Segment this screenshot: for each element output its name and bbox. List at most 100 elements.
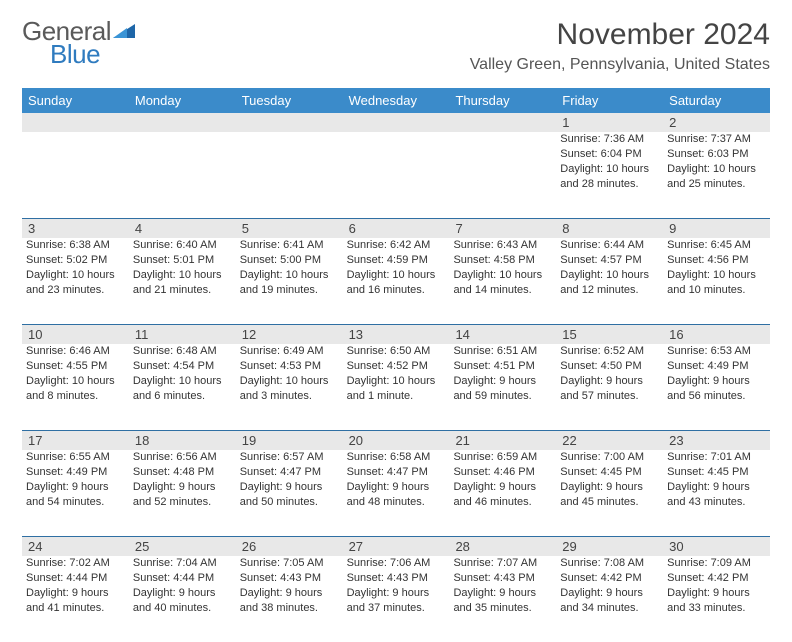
day-cell: Sunrise: 7:05 AMSunset: 4:43 PMDaylight:…	[236, 556, 343, 642]
daylight-text: and 40 minutes.	[133, 601, 232, 616]
daylight-text: and 28 minutes.	[560, 177, 659, 192]
sunset-text: Sunset: 4:43 PM	[240, 571, 339, 586]
sunset-text: Sunset: 4:56 PM	[667, 253, 766, 268]
daylight-text: Daylight: 10 hours	[26, 268, 125, 283]
weekday-header: Monday	[129, 88, 236, 113]
week-row: Sunrise: 7:02 AMSunset: 4:44 PMDaylight:…	[22, 556, 770, 642]
daylight-text: and 43 minutes.	[667, 495, 766, 510]
day-cell: Sunrise: 6:48 AMSunset: 4:54 PMDaylight:…	[129, 344, 236, 430]
daylight-text: Daylight: 9 hours	[240, 480, 339, 495]
day-cell: Sunrise: 6:56 AMSunset: 4:48 PMDaylight:…	[129, 450, 236, 536]
day-number: 28	[449, 537, 556, 556]
day-number: 13	[343, 325, 450, 344]
day-cell: Sunrise: 7:00 AMSunset: 4:45 PMDaylight:…	[556, 450, 663, 536]
daylight-text: Daylight: 10 hours	[347, 268, 446, 283]
sunset-text: Sunset: 4:49 PM	[667, 359, 766, 374]
weekday-header: Thursday	[449, 88, 556, 113]
daylight-text: Daylight: 9 hours	[667, 480, 766, 495]
sunrise-text: Sunrise: 6:48 AM	[133, 344, 232, 359]
day-number: 30	[663, 537, 770, 556]
weekday-header: Wednesday	[343, 88, 450, 113]
daylight-text: Daylight: 9 hours	[453, 480, 552, 495]
day-cell: Sunrise: 6:42 AMSunset: 4:59 PMDaylight:…	[343, 238, 450, 324]
day-cell: Sunrise: 6:44 AMSunset: 4:57 PMDaylight:…	[556, 238, 663, 324]
sunrise-text: Sunrise: 7:00 AM	[560, 450, 659, 465]
sunset-text: Sunset: 4:43 PM	[347, 571, 446, 586]
daylight-text: and 52 minutes.	[133, 495, 232, 510]
sunrise-text: Sunrise: 6:43 AM	[453, 238, 552, 253]
daylight-text: Daylight: 10 hours	[560, 268, 659, 283]
day-number	[449, 113, 556, 132]
week-row: Sunrise: 7:36 AMSunset: 6:04 PMDaylight:…	[22, 132, 770, 218]
weekday-header: Tuesday	[236, 88, 343, 113]
daylight-text: Daylight: 9 hours	[453, 374, 552, 389]
day-number	[22, 113, 129, 132]
day-cell: Sunrise: 7:08 AMSunset: 4:42 PMDaylight:…	[556, 556, 663, 642]
day-cell: Sunrise: 6:51 AMSunset: 4:51 PMDaylight:…	[449, 344, 556, 430]
logo-blue: Blue	[50, 41, 163, 67]
daylight-text: Daylight: 9 hours	[667, 586, 766, 601]
day-cell	[343, 132, 450, 218]
sunset-text: Sunset: 4:44 PM	[133, 571, 232, 586]
daylight-text: and 34 minutes.	[560, 601, 659, 616]
sunrise-text: Sunrise: 7:05 AM	[240, 556, 339, 571]
daylight-text: Daylight: 9 hours	[26, 586, 125, 601]
daylight-text: Daylight: 9 hours	[133, 586, 232, 601]
sunrise-text: Sunrise: 6:56 AM	[133, 450, 232, 465]
day-cell: Sunrise: 6:55 AMSunset: 4:49 PMDaylight:…	[22, 450, 129, 536]
day-number: 6	[343, 219, 450, 238]
day-number: 29	[556, 537, 663, 556]
day-number: 1	[556, 113, 663, 132]
sunset-text: Sunset: 6:04 PM	[560, 147, 659, 162]
sunrise-text: Sunrise: 6:59 AM	[453, 450, 552, 465]
day-number: 19	[236, 431, 343, 450]
location-text: Valley Green, Pennsylvania, United State…	[470, 56, 770, 74]
sunrise-text: Sunrise: 7:07 AM	[453, 556, 552, 571]
day-number: 2	[663, 113, 770, 132]
daylight-text: and 19 minutes.	[240, 283, 339, 298]
sunrise-text: Sunrise: 7:36 AM	[560, 132, 659, 147]
sunset-text: Sunset: 4:47 PM	[240, 465, 339, 480]
sunset-text: Sunset: 4:51 PM	[453, 359, 552, 374]
day-number: 11	[129, 325, 236, 344]
daylight-text: and 23 minutes.	[26, 283, 125, 298]
daylight-text: Daylight: 9 hours	[26, 480, 125, 495]
day-cell: Sunrise: 6:38 AMSunset: 5:02 PMDaylight:…	[22, 238, 129, 324]
daylight-text: Daylight: 10 hours	[347, 374, 446, 389]
daylight-text: and 33 minutes.	[667, 601, 766, 616]
sunset-text: Sunset: 4:47 PM	[347, 465, 446, 480]
day-cell: Sunrise: 7:09 AMSunset: 4:42 PMDaylight:…	[663, 556, 770, 642]
week-row: Sunrise: 6:38 AMSunset: 5:02 PMDaylight:…	[22, 238, 770, 324]
sunset-text: Sunset: 5:01 PM	[133, 253, 232, 268]
day-number: 18	[129, 431, 236, 450]
daylight-text: Daylight: 10 hours	[240, 268, 339, 283]
day-cell	[449, 132, 556, 218]
day-number: 16	[663, 325, 770, 344]
daylight-text: Daylight: 10 hours	[667, 268, 766, 283]
day-cell: Sunrise: 6:50 AMSunset: 4:52 PMDaylight:…	[343, 344, 450, 430]
sunrise-text: Sunrise: 7:09 AM	[667, 556, 766, 571]
day-number: 5	[236, 219, 343, 238]
daylight-text: and 10 minutes.	[667, 283, 766, 298]
weekday-header: Sunday	[22, 88, 129, 113]
sunrise-text: Sunrise: 6:50 AM	[347, 344, 446, 359]
sunset-text: Sunset: 4:59 PM	[347, 253, 446, 268]
daylight-text: and 8 minutes.	[26, 389, 125, 404]
day-number-row: 12	[22, 113, 770, 132]
daylight-text: and 48 minutes.	[347, 495, 446, 510]
daylight-text: and 56 minutes.	[667, 389, 766, 404]
sunset-text: Sunset: 6:03 PM	[667, 147, 766, 162]
sunset-text: Sunset: 4:42 PM	[667, 571, 766, 586]
day-number-row: 24252627282930	[22, 536, 770, 556]
day-number: 15	[556, 325, 663, 344]
sunrise-text: Sunrise: 6:52 AM	[560, 344, 659, 359]
day-cell: Sunrise: 6:52 AMSunset: 4:50 PMDaylight:…	[556, 344, 663, 430]
daylight-text: Daylight: 9 hours	[560, 374, 659, 389]
day-cell: Sunrise: 6:46 AMSunset: 4:55 PMDaylight:…	[22, 344, 129, 430]
sunrise-text: Sunrise: 6:57 AM	[240, 450, 339, 465]
calendar: SundayMondayTuesdayWednesdayThursdayFrid…	[22, 88, 770, 642]
day-number: 21	[449, 431, 556, 450]
sunrise-text: Sunrise: 6:46 AM	[26, 344, 125, 359]
daylight-text: and 59 minutes.	[453, 389, 552, 404]
header: General Blue November 2024 Valley Green,…	[22, 18, 770, 74]
